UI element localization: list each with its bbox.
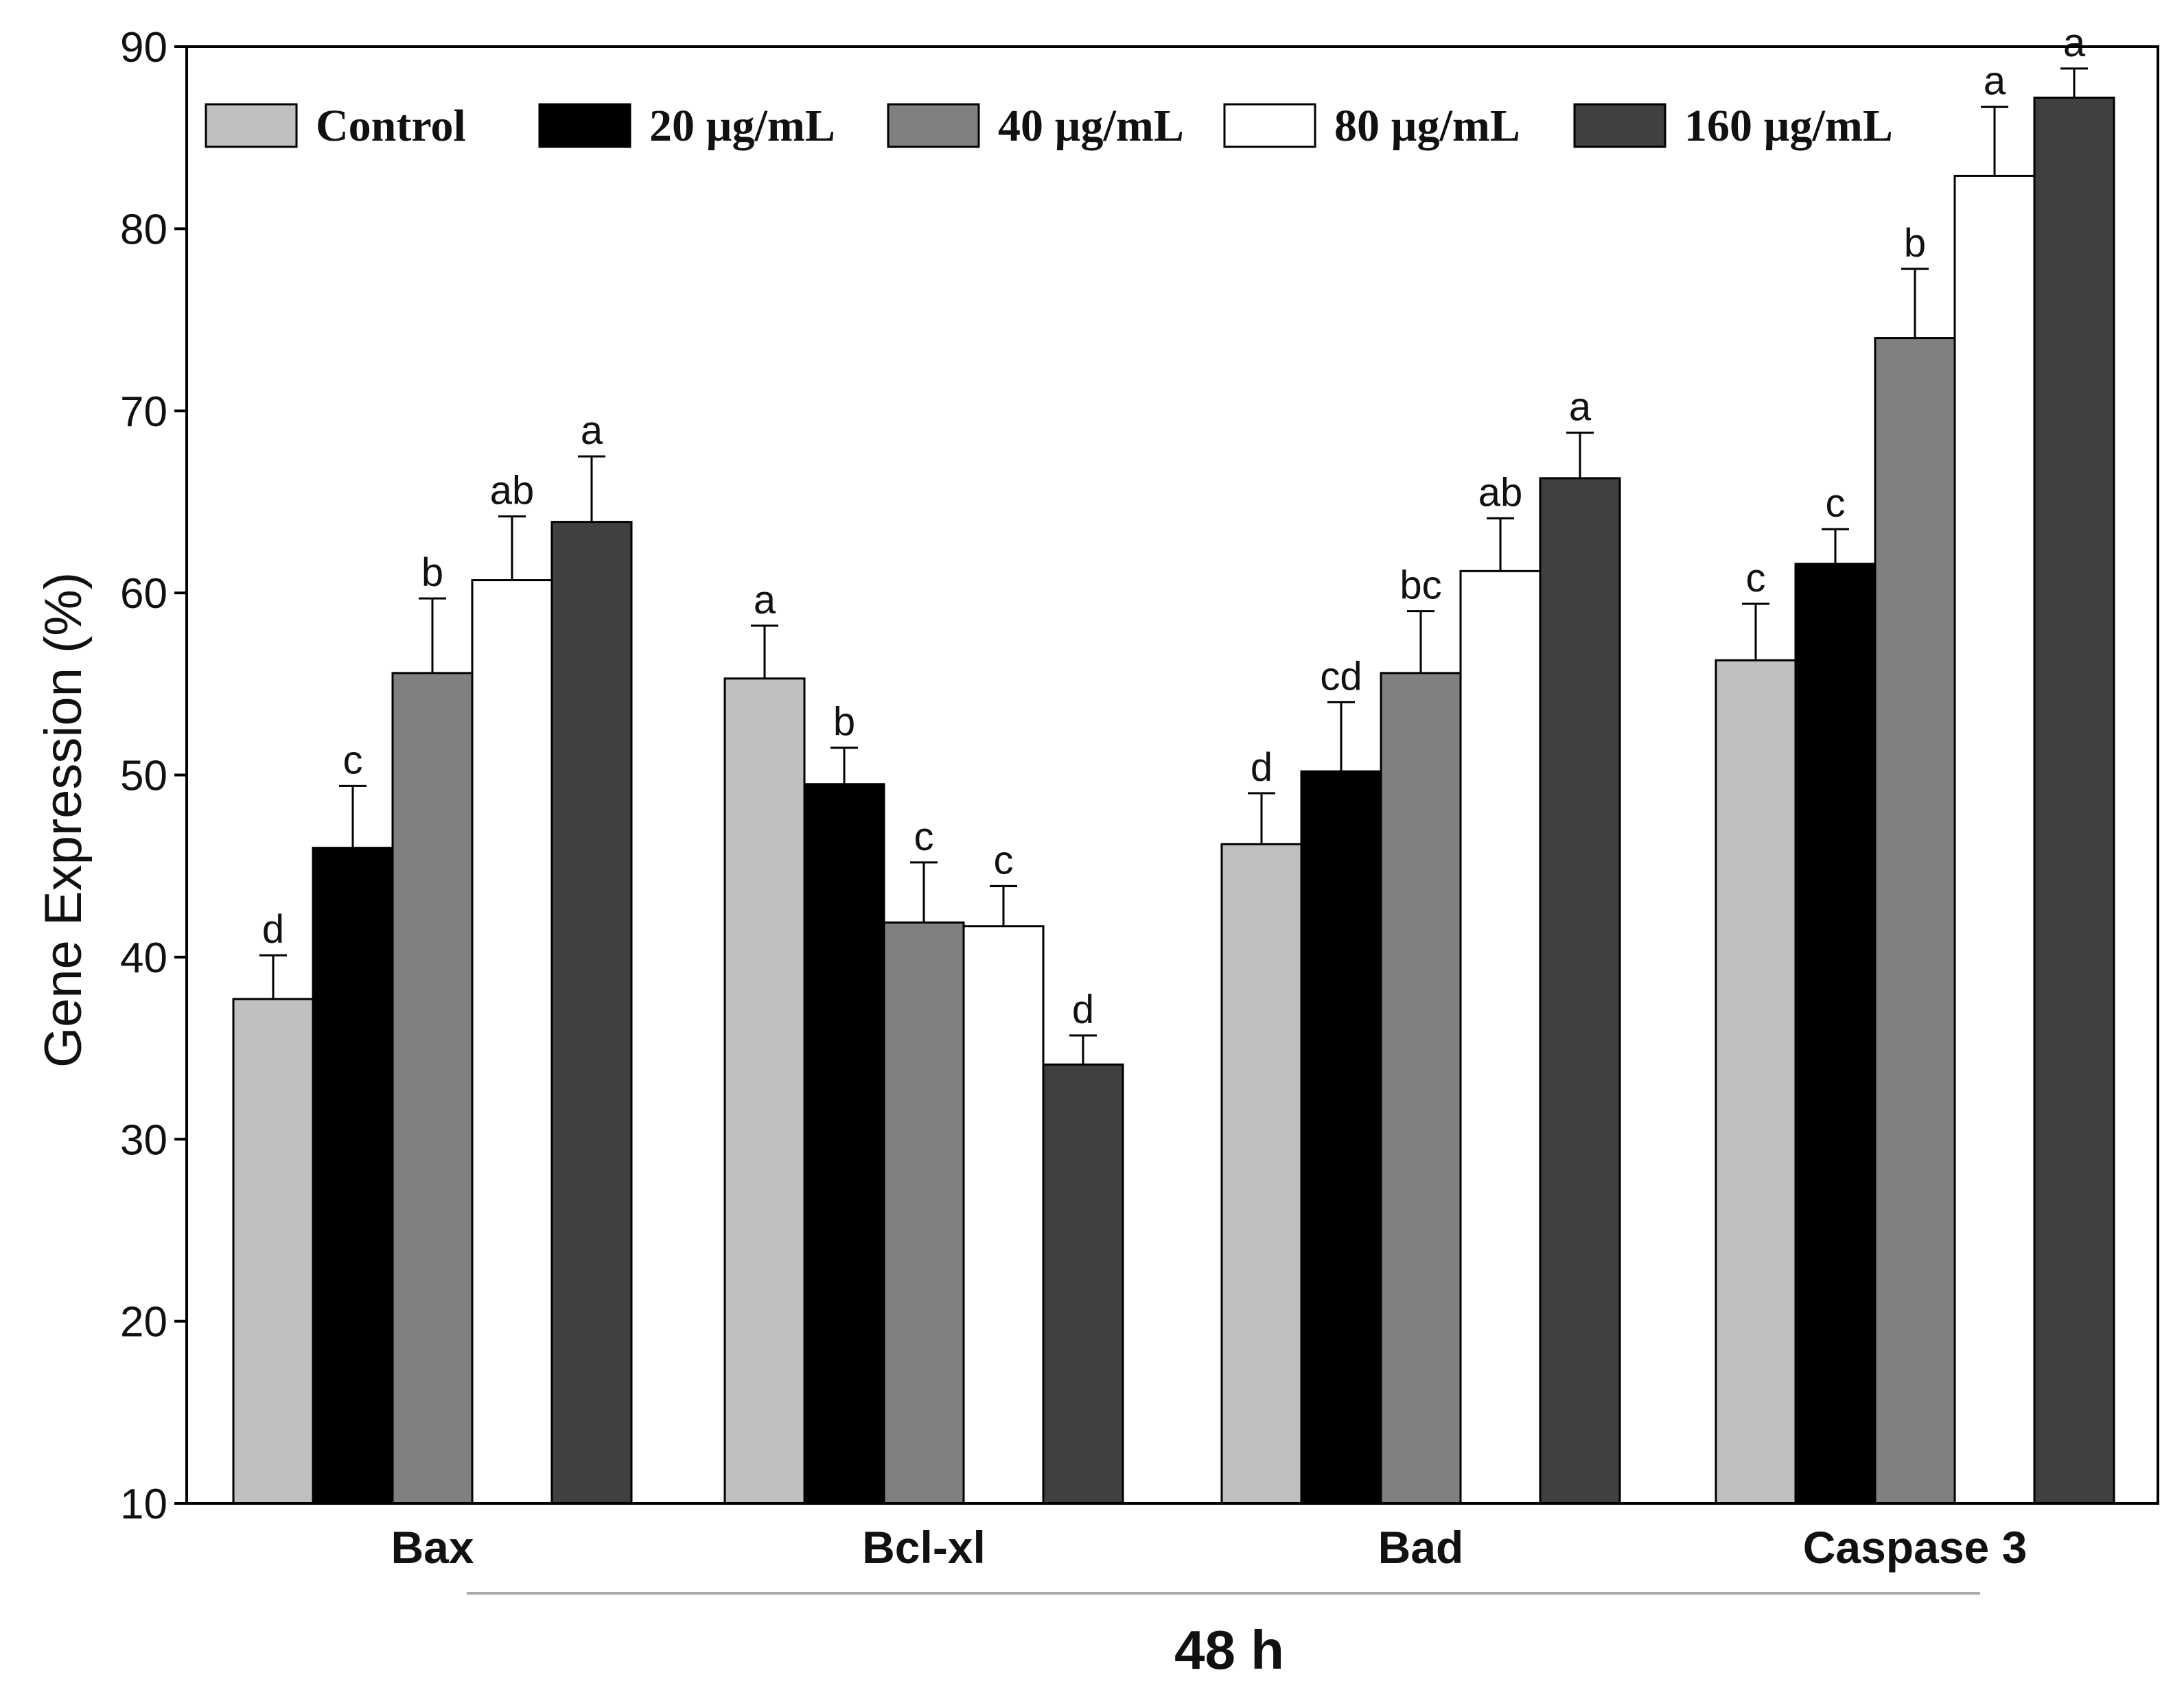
x-axis: Bax Bcl-xl Bad Caspase 3: [391, 1522, 2027, 1573]
bar-caspase-3-series-5: [2033, 96, 2115, 1505]
legend-swatch: [205, 103, 298, 148]
bar-bcl-xl-series-3: [883, 921, 965, 1505]
bar-bax-series-4: [471, 579, 553, 1505]
x-category-label: Bad: [1378, 1522, 1464, 1573]
bar-bad-series-2: [1300, 770, 1382, 1505]
significance-label: ab: [490, 469, 535, 513]
significance-label: b: [833, 700, 855, 744]
legend-swatch: [887, 103, 980, 148]
bar-bcl-xl-series-4: [962, 925, 1045, 1505]
x-category-label: Caspase 3: [1803, 1522, 2028, 1573]
y-tick-label: 80: [120, 206, 167, 253]
significance-label: b: [421, 550, 443, 595]
significance-label: a: [1569, 385, 1592, 430]
legend-label: Control: [316, 101, 466, 151]
legend-swatch: [1223, 103, 1316, 148]
significance-label: b: [1904, 221, 1926, 266]
significance-label: c: [1826, 481, 1846, 526]
bar-caspase-3-series-1: [1715, 659, 1797, 1505]
significance-label: a: [754, 578, 776, 622]
bar-bad-series-1: [1220, 843, 1303, 1505]
y-tick-label: 60: [120, 570, 167, 618]
significance-label: a: [581, 408, 603, 453]
x-category-label: Bcl-xl: [862, 1522, 986, 1573]
y-tick-label: 50: [120, 753, 167, 800]
significance-label: ab: [1478, 470, 1523, 515]
bar-bax-series-2: [312, 847, 394, 1505]
bar-bcl-xl-series-1: [723, 677, 806, 1505]
bar-bcl-xl-series-2: [803, 783, 885, 1505]
x-axis-label: 48 h: [1174, 1619, 1284, 1680]
legend-label: 80 µg/mL: [1334, 101, 1520, 151]
bar-caspase-3-series-3: [1874, 337, 1956, 1505]
bars: [232, 96, 2115, 1505]
legend-label: 40 µg/mL: [998, 101, 1184, 151]
bar-bad-series-3: [1380, 672, 1462, 1505]
x-category-label: Bax: [391, 1522, 474, 1573]
y-tick-label: 40: [120, 935, 167, 982]
legend-swatch: [1573, 103, 1666, 148]
significance-label: bc: [1399, 563, 1441, 608]
significance-label: cd: [1320, 654, 1362, 699]
error-bars: [259, 67, 2088, 1065]
significance-label: c: [343, 738, 363, 782]
bar-bad-series-4: [1459, 570, 1542, 1505]
significance-label: c: [994, 838, 1014, 882]
y-tick-label: 90: [120, 24, 167, 71]
bar-bax-series-3: [391, 672, 474, 1505]
bar-bcl-xl-series-5: [1042, 1063, 1124, 1505]
significance-label: c: [914, 814, 934, 859]
legend-label: 20 µg/mL: [649, 101, 835, 151]
y-tick-label: 70: [120, 388, 167, 436]
significance-label: d: [262, 907, 284, 952]
y-tick-label: 30: [120, 1116, 167, 1164]
y-axis-label: Gene Expression (%): [34, 572, 93, 1068]
y-axis: 10 20 30 40 50 60 70 80 90: [120, 24, 187, 1528]
y-tick-label: 10: [120, 1481, 167, 1528]
y-tick-label: 20: [120, 1299, 167, 1346]
significance-label: a: [1984, 59, 2006, 104]
bar-bax-series-1: [232, 998, 314, 1505]
bar-bax-series-5: [550, 521, 633, 1505]
legend-swatch: [538, 103, 631, 148]
plot-frame: [185, 45, 2159, 1505]
significance-label: a: [2063, 21, 2086, 65]
significance-label: d: [1072, 987, 1094, 1032]
bar-caspase-3-series-2: [1794, 563, 1877, 1505]
significance-label: c: [1746, 556, 1766, 600]
bar-bad-series-5: [1539, 477, 1621, 1505]
legend-label: 160 µg/mL: [1684, 101, 1893, 151]
bar-caspase-3-series-4: [1953, 174, 2036, 1505]
significance-label: d: [1251, 745, 1273, 790]
legend: Control 20 µg/mL 40 µg/mL 80 µg/mL 160 µg/mL: [205, 101, 1893, 151]
